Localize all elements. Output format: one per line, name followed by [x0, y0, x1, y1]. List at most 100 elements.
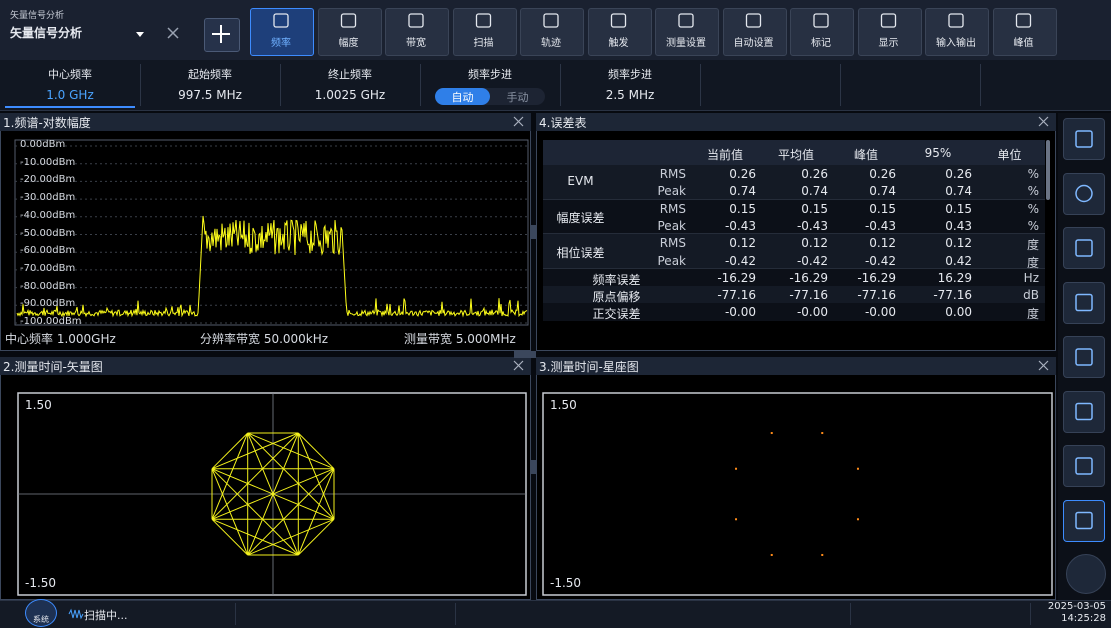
button-icon	[1015, 13, 1032, 28]
toolbar-button[interactable]	[385, 8, 449, 56]
toolbar-label[interactable]: 测量设置	[666, 38, 706, 49]
panel-handle[interactable]	[530, 460, 537, 474]
toolbar-label[interactable]: 频率	[271, 38, 291, 49]
button-icon	[948, 13, 964, 28]
scrollbar	[1046, 140, 1050, 200]
table-cell: 0.74	[729, 184, 756, 199]
table-unit: 度	[1026, 238, 1039, 253]
side-icon	[1075, 402, 1093, 421]
table-cell: -0.00	[796, 305, 828, 320]
status-divider	[235, 603, 236, 625]
toolbar-button[interactable]	[587, 8, 652, 56]
button-icon	[340, 13, 357, 28]
toolbar-button[interactable]	[250, 8, 314, 56]
side-icon	[1075, 457, 1093, 475]
spectrum-footer: 中心频率 1.000GHz	[5, 332, 116, 346]
side-button[interactable]	[1063, 445, 1105, 487]
panel-title-bar	[0, 357, 531, 375]
table-cell: -16.29	[789, 270, 828, 285]
toolbar-label[interactable]: 扫描	[473, 38, 494, 49]
time: 14:25:28	[1061, 613, 1106, 624]
y-label: -30.00dBm	[20, 192, 76, 204]
toolbar-button[interactable]	[452, 8, 517, 56]
panel-handle[interactable]	[530, 225, 537, 239]
spectrum-footer: 测量带宽 5.000MHz	[404, 332, 516, 346]
side-icon	[1075, 348, 1093, 366]
toolbar-label[interactable]: 幅度	[338, 38, 359, 49]
toolbar-button[interactable]	[857, 8, 922, 56]
table-header	[543, 140, 1045, 165]
table-unit: dB	[1023, 288, 1039, 303]
toolbar-button[interactable]	[520, 8, 584, 56]
table-row-name: 正交误差	[592, 307, 641, 322]
scan-status: 扫描中...	[84, 609, 128, 622]
toolbar-label[interactable]: 峰值	[1013, 38, 1034, 49]
table-type: Peak	[657, 253, 687, 268]
table-group-name: 幅度误差	[556, 210, 605, 225]
status-divider	[1030, 603, 1031, 625]
panel-title: 1.频谱-对数幅度	[3, 116, 91, 130]
side-button[interactable]	[1063, 281, 1105, 324]
side-icon	[1075, 184, 1093, 203]
system-button[interactable]	[25, 599, 57, 627]
table-type: RMS	[659, 236, 686, 251]
panel-handle[interactable]	[514, 351, 536, 358]
toolbar-button[interactable]	[992, 8, 1057, 56]
table-unit: %	[1027, 201, 1039, 216]
y-label: 0.00dBm	[20, 139, 66, 150]
toolbar-label[interactable]: 标记	[811, 38, 831, 49]
button-icon	[475, 13, 492, 28]
toggle-option[interactable]: 手动	[506, 91, 529, 104]
toolbar-label[interactable]: 输入输出	[936, 38, 976, 49]
side-icon	[1075, 511, 1093, 530]
toolbar-button[interactable]	[722, 8, 787, 56]
y-label: -100.00dBm	[20, 316, 82, 327]
toolbar-button[interactable]	[790, 8, 854, 56]
side-button[interactable]	[1063, 336, 1105, 378]
table-cell: 0.00	[945, 305, 972, 320]
table-cell: -77.16	[789, 288, 828, 303]
toolbar-button[interactable]	[655, 8, 719, 56]
toggle-active[interactable]	[435, 88, 490, 105]
constellation-point	[735, 467, 738, 470]
toolbar-label[interactable]: 触发	[608, 38, 629, 49]
param-divider	[140, 64, 141, 106]
param-divider	[280, 64, 281, 106]
param-value[interactable]: 1.0 GHz	[46, 88, 94, 102]
side-button[interactable]	[1066, 554, 1106, 594]
param-value[interactable]: 997.5 MHz	[178, 88, 242, 102]
toolbar-button[interactable]	[925, 8, 989, 56]
vector-trajectory	[211, 432, 335, 556]
side-button[interactable]	[1063, 499, 1105, 542]
toolbar-button[interactable]	[317, 8, 382, 56]
y-label: -60.00dBm	[20, 245, 76, 257]
table-header-cell: 峰值	[853, 148, 878, 162]
side-button[interactable]	[1063, 118, 1105, 160]
system-label[interactable]: 系统	[33, 615, 49, 624]
panel-title: 4.误差表	[539, 116, 587, 130]
table-cell: -0.43	[724, 218, 756, 233]
side-button[interactable]	[1063, 172, 1105, 215]
y-label: -80.00dBm	[20, 280, 76, 292]
table-unit: %	[1027, 184, 1039, 199]
param-value[interactable]: 2.5 MHz	[605, 88, 655, 102]
param-divider	[560, 64, 561, 106]
table-row	[543, 303, 1045, 321]
toggle-option[interactable]: 自动	[451, 91, 474, 104]
table-header-cell: 95%	[924, 146, 952, 160]
toolbar-label[interactable]: 带宽	[406, 38, 426, 49]
y-label: -70.00dBm	[20, 262, 76, 274]
constellation-point	[856, 518, 859, 521]
toolbar-label[interactable]: 显示	[878, 38, 899, 49]
toolbar-label[interactable]: 自动设置	[733, 38, 774, 49]
y-label: -40.00dBm	[20, 209, 76, 221]
side-button[interactable]	[1063, 227, 1105, 269]
table-unit: 度	[1026, 255, 1039, 270]
toolbar-label[interactable]: 轨迹	[541, 38, 561, 49]
param-value[interactable]: 1.0025 GHz	[314, 88, 386, 102]
param-divider	[980, 64, 981, 106]
dropdown-arrow[interactable]	[136, 32, 144, 37]
plot-frame	[542, 392, 1053, 596]
side-button[interactable]	[1063, 390, 1105, 433]
